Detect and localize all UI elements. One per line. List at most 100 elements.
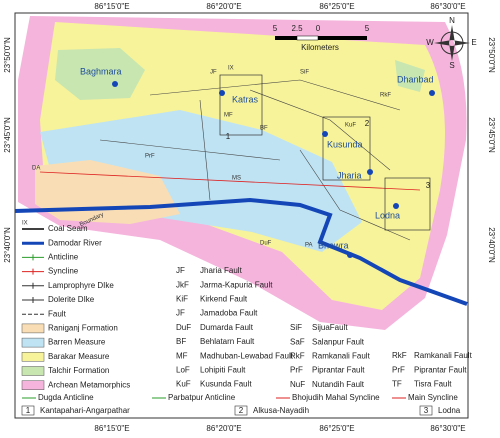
fault-name: Salanpur Fault [312, 337, 365, 346]
damodar-river [14, 197, 468, 306]
place-dot [219, 90, 225, 96]
place-dot [393, 203, 399, 209]
legend-box [21, 405, 35, 416]
compass-letter: E [471, 38, 476, 47]
legend-swatch [21, 380, 45, 390]
fault-name: Piprantar Fault [312, 366, 365, 375]
place-dot [429, 90, 435, 96]
place-name: Dhanbad [397, 74, 434, 84]
main-syncline [39, 171, 421, 191]
fault-line [99, 139, 281, 161]
map-label: MF [224, 113, 233, 119]
map-label: SiF [300, 70, 309, 76]
legend-label: Raniganj Formation [48, 324, 118, 333]
place-dot [112, 81, 118, 87]
scale-label: 5 [273, 24, 278, 33]
scale-segment [318, 36, 367, 40]
compass [434, 25, 470, 61]
legend-label: Dolerite DIke [48, 295, 95, 304]
legend-box [234, 405, 248, 416]
compass-letter: N [449, 16, 455, 25]
fault-name: SijuaFault [312, 323, 348, 332]
fault-name: Madhuban-Lewabad Fault [200, 351, 294, 360]
legend-swatch [21, 323, 45, 334]
fault-code: SaF [290, 337, 305, 346]
place-name: Lodna [375, 210, 400, 220]
talchir-area [395, 60, 425, 92]
fault-code: PrF [392, 365, 405, 374]
legend-code: IX [22, 221, 28, 227]
fault-code: RkF [290, 352, 305, 361]
place-name: Jharia [337, 170, 362, 180]
legend-label: Fault [48, 309, 67, 318]
legend-swatch [21, 352, 45, 362]
legend-label: Dugda Anticline [38, 393, 94, 402]
fault-name: Tisra Fault [414, 380, 452, 389]
legend-box [419, 405, 433, 416]
top-coord: 86°25'0"E [319, 2, 354, 11]
fault-code: JF [176, 266, 185, 275]
box-number: 1 [226, 132, 231, 141]
map-label: MS [232, 176, 241, 182]
map-label: DuF [260, 241, 272, 247]
legend-label: Archean Metamorphics [48, 380, 130, 389]
fault-code: PrF [290, 366, 303, 375]
fault-line [199, 99, 211, 201]
left-coord: 23°50'0"N [3, 37, 12, 73]
legend-label: Talchir Formation [48, 366, 109, 375]
legend-label: Lamprophyre DIke [48, 281, 114, 290]
area-name: Kantapahari-Angarpathar [40, 406, 130, 415]
area-boxes [219, 74, 431, 231]
compass-letter: S [449, 61, 454, 70]
fault-name: Nutandih Fault [312, 380, 365, 389]
fault-name: Jamadoba Fault [200, 309, 258, 318]
legend-label: Barren Measure [48, 338, 106, 347]
area-number: 3 [424, 406, 429, 415]
top-coord: 86°30'0"E [430, 2, 465, 11]
compass-letter: W [426, 38, 434, 47]
place-name: Baghmara [80, 66, 122, 76]
fault-code: TF [392, 380, 402, 389]
place-dot [367, 169, 373, 175]
fault-code: LoF [176, 366, 190, 375]
fault-name: Dumarda Fault [200, 323, 254, 332]
place-name: Kusunda [327, 139, 363, 149]
bottom-coord: 86°25'0"E [319, 424, 354, 433]
right-coord: 23°50'0"N [487, 37, 496, 73]
fault-name: Piprantar Fault [414, 365, 467, 374]
barren-area [40, 110, 362, 252]
left-coord: 23°40'0"N [3, 227, 12, 263]
right-coord: 23°40'0"N [487, 227, 496, 263]
box-number: 3 [426, 181, 431, 190]
map-label: BF [260, 126, 268, 132]
legend-label: Coal Seam [48, 224, 88, 233]
fault-line [149, 79, 401, 111]
map-label: PrF [145, 154, 155, 160]
fault-name: Kirkend Fault [200, 295, 248, 304]
fault-name: Behlatarn Fault [200, 337, 255, 346]
area-name: Alkusa-Nayadih [253, 406, 309, 415]
scale-bar [275, 35, 367, 41]
legend-swatch [21, 337, 45, 348]
fault-code: SiF [290, 323, 302, 332]
compass-star [434, 25, 470, 61]
right-coord: 23°45'0"N [487, 117, 496, 153]
fault-name: Kusunda Fault [200, 380, 252, 389]
map-label: RkF [380, 93, 391, 99]
place-name: Bhowra [318, 240, 349, 250]
fault-code: KiF [176, 295, 188, 304]
bottom-coord: 86°20'0"E [206, 424, 241, 433]
talchir-area [55, 48, 145, 100]
fault-name: Lohipiti Fault [200, 366, 246, 375]
fault-code: BF [176, 337, 186, 346]
legend-swatch [21, 366, 45, 376]
area-number: 2 [239, 406, 244, 415]
box-number: 2 [365, 119, 370, 128]
scale-label: 0 [316, 24, 321, 33]
legend-label: Damodar River [48, 238, 102, 247]
area-box [219, 74, 263, 136]
scale-segment [275, 36, 297, 40]
area-box [322, 116, 371, 181]
fault-name: Ramkanali Fault [312, 352, 371, 361]
legend-label: Main Syncline [408, 393, 458, 402]
